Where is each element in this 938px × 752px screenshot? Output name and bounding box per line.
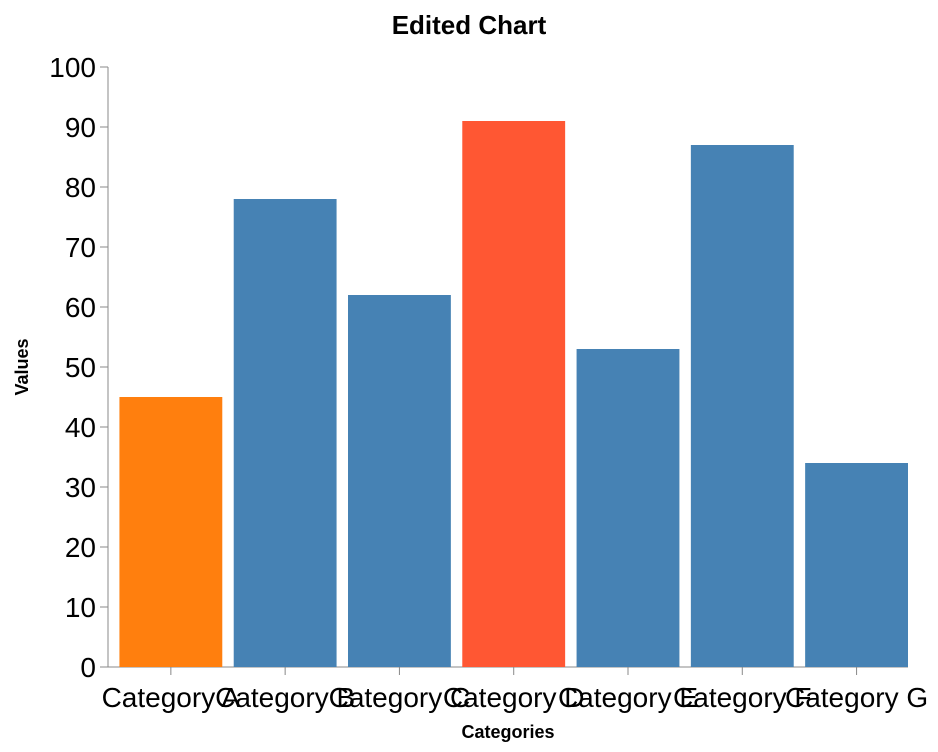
bar-category-a[interactable] — [119, 397, 223, 667]
x-tick-label: Category G — [785, 682, 928, 713]
y-axis-title: Values — [12, 338, 32, 395]
chart-title: Edited Chart — [392, 10, 547, 40]
y-tick-label: 100 — [49, 52, 96, 83]
y-tick-label: 60 — [65, 292, 96, 323]
bar-category-e[interactable] — [576, 349, 680, 667]
y-axis: 0 10 20 30 40 50 60 70 80 90 100 — [49, 52, 109, 683]
bars-group — [119, 121, 908, 667]
x-tick-label: Category A — [102, 682, 241, 713]
x-axis-title: Categories — [461, 722, 554, 742]
x-tick-label: Category D — [443, 682, 585, 713]
y-tick-label: 40 — [65, 412, 96, 443]
x-tick-label: Category C — [329, 682, 471, 713]
y-tick-label: 30 — [65, 472, 96, 503]
x-tick-label: Category F — [673, 682, 812, 713]
y-tick-label: 70 — [65, 232, 96, 263]
bar-category-b[interactable] — [233, 199, 337, 667]
x-tick-label: Category B — [215, 682, 355, 713]
y-tick-label: 80 — [65, 172, 96, 203]
bar-category-d[interactable] — [462, 121, 566, 667]
y-tick-label: 50 — [65, 352, 96, 383]
bar-category-g[interactable] — [805, 463, 908, 667]
y-tick-label: 0 — [80, 652, 96, 683]
y-tick-label: 90 — [65, 112, 96, 143]
bar-category-f[interactable] — [690, 145, 794, 667]
bar-category-c[interactable] — [348, 295, 451, 667]
x-tick-label: Category E — [558, 682, 698, 713]
y-tick-label: 20 — [65, 532, 96, 563]
y-tick-label: 10 — [65, 592, 96, 623]
